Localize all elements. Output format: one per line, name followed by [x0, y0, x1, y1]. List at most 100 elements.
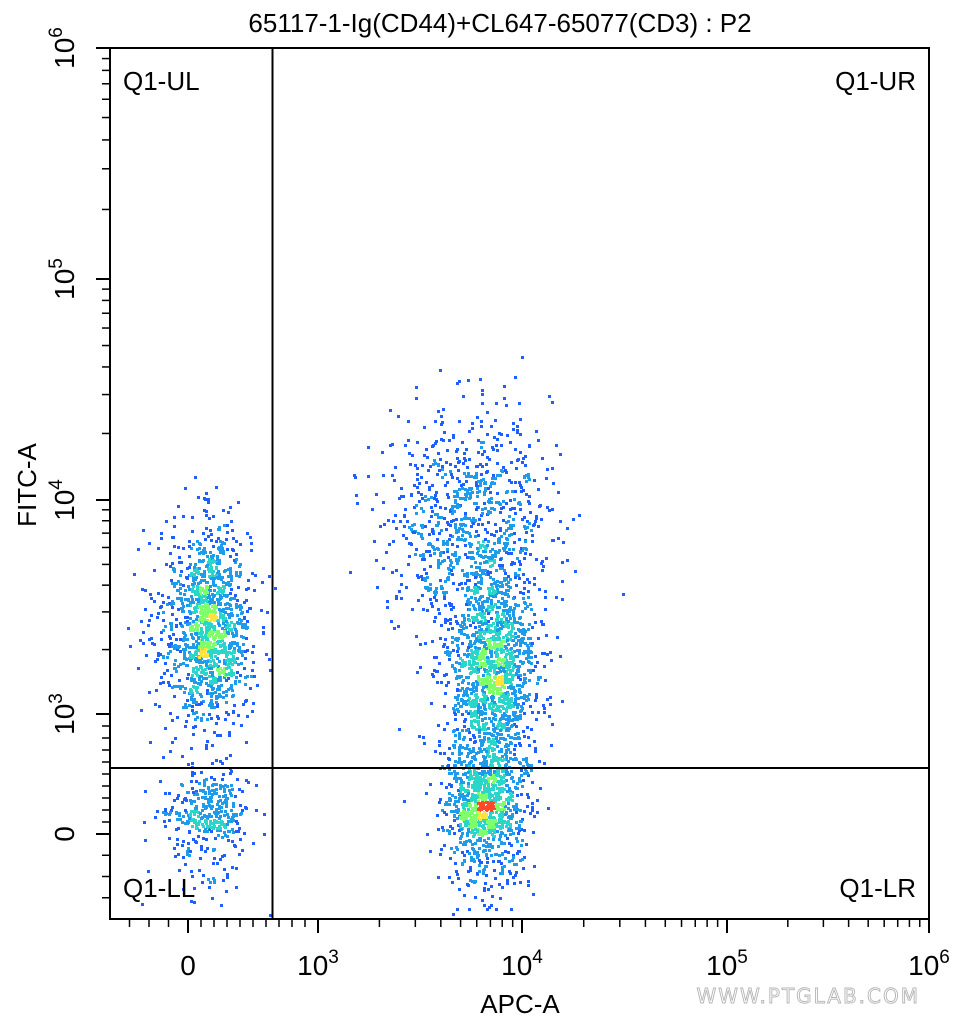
data-point	[467, 782, 470, 785]
data-point	[459, 787, 462, 790]
data-point	[156, 658, 159, 661]
data-point	[497, 845, 500, 848]
data-point	[190, 819, 193, 822]
data-point	[509, 606, 512, 609]
data-point	[208, 602, 211, 605]
data-point	[200, 608, 203, 611]
data-point	[485, 809, 488, 812]
data-point	[500, 444, 503, 447]
data-point	[503, 615, 506, 618]
data-point	[399, 520, 402, 523]
data-point	[188, 610, 191, 613]
data-point	[524, 455, 527, 458]
data-point	[173, 516, 176, 519]
data-point	[462, 810, 465, 813]
data-point	[202, 713, 205, 716]
data-point	[207, 641, 210, 644]
data-point	[509, 751, 512, 754]
data-point	[523, 525, 526, 528]
data-point	[164, 825, 167, 828]
data-point	[448, 832, 451, 835]
data-point	[508, 789, 511, 792]
data-point	[203, 618, 206, 621]
data-point	[435, 587, 438, 590]
data-point	[495, 671, 498, 674]
data-point	[228, 624, 231, 627]
data-point	[488, 610, 491, 613]
data-point	[514, 699, 517, 702]
data-point	[484, 723, 487, 726]
data-point	[194, 590, 197, 593]
data-point	[469, 866, 472, 869]
data-point	[483, 707, 486, 710]
data-point	[218, 673, 221, 676]
data-point	[455, 677, 458, 680]
data-point	[176, 648, 179, 651]
data-point	[502, 506, 505, 509]
data-point	[213, 663, 216, 666]
data-point	[491, 559, 494, 562]
data-point	[490, 587, 493, 590]
data-point	[521, 549, 524, 552]
data-point	[488, 691, 491, 694]
data-point	[210, 555, 213, 558]
data-point	[475, 686, 478, 689]
data-point	[463, 760, 466, 763]
data-point	[194, 563, 197, 566]
data-point	[503, 758, 506, 761]
data-point	[230, 818, 233, 821]
data-point	[234, 680, 237, 683]
data-point	[455, 450, 458, 453]
data-point	[194, 610, 197, 613]
data-point	[519, 717, 522, 720]
data-point	[239, 622, 242, 625]
data-point	[455, 809, 458, 812]
data-point	[493, 753, 496, 756]
data-point	[511, 662, 514, 665]
data-point	[465, 603, 468, 606]
data-point	[142, 642, 145, 645]
data-point	[530, 656, 533, 659]
data-point	[457, 702, 460, 705]
data-point	[518, 684, 521, 687]
data-point	[420, 507, 423, 510]
data-point	[386, 600, 389, 603]
data-point	[469, 879, 472, 882]
data-point	[151, 642, 154, 645]
data-point	[519, 630, 522, 633]
data-point	[215, 788, 218, 791]
data-point	[231, 828, 234, 831]
data-point	[169, 552, 172, 555]
data-point	[465, 495, 468, 498]
data-point	[209, 820, 212, 823]
data-point	[413, 484, 416, 487]
data-point	[227, 581, 230, 584]
data-point	[471, 756, 474, 759]
data-point	[203, 575, 206, 578]
data-point	[176, 843, 179, 846]
data-point	[508, 715, 511, 718]
data-point	[514, 481, 517, 484]
data-point	[191, 625, 194, 628]
data-point	[458, 583, 461, 586]
data-point	[504, 625, 507, 628]
data-point	[458, 380, 461, 383]
data-point	[415, 397, 418, 400]
data-point	[203, 660, 206, 663]
data-point	[447, 764, 450, 767]
data-point	[433, 552, 436, 555]
data-point	[460, 763, 463, 766]
data-point	[205, 747, 208, 750]
data-point	[551, 723, 554, 726]
data-point	[435, 498, 438, 501]
data-point	[480, 628, 483, 631]
data-point	[438, 662, 441, 665]
data-point	[502, 682, 505, 685]
data-point	[527, 736, 530, 739]
data-point	[452, 606, 455, 609]
data-point	[534, 655, 537, 658]
data-point	[219, 667, 222, 670]
data-point	[216, 812, 219, 815]
data-point	[487, 777, 490, 780]
data-point	[198, 661, 201, 664]
